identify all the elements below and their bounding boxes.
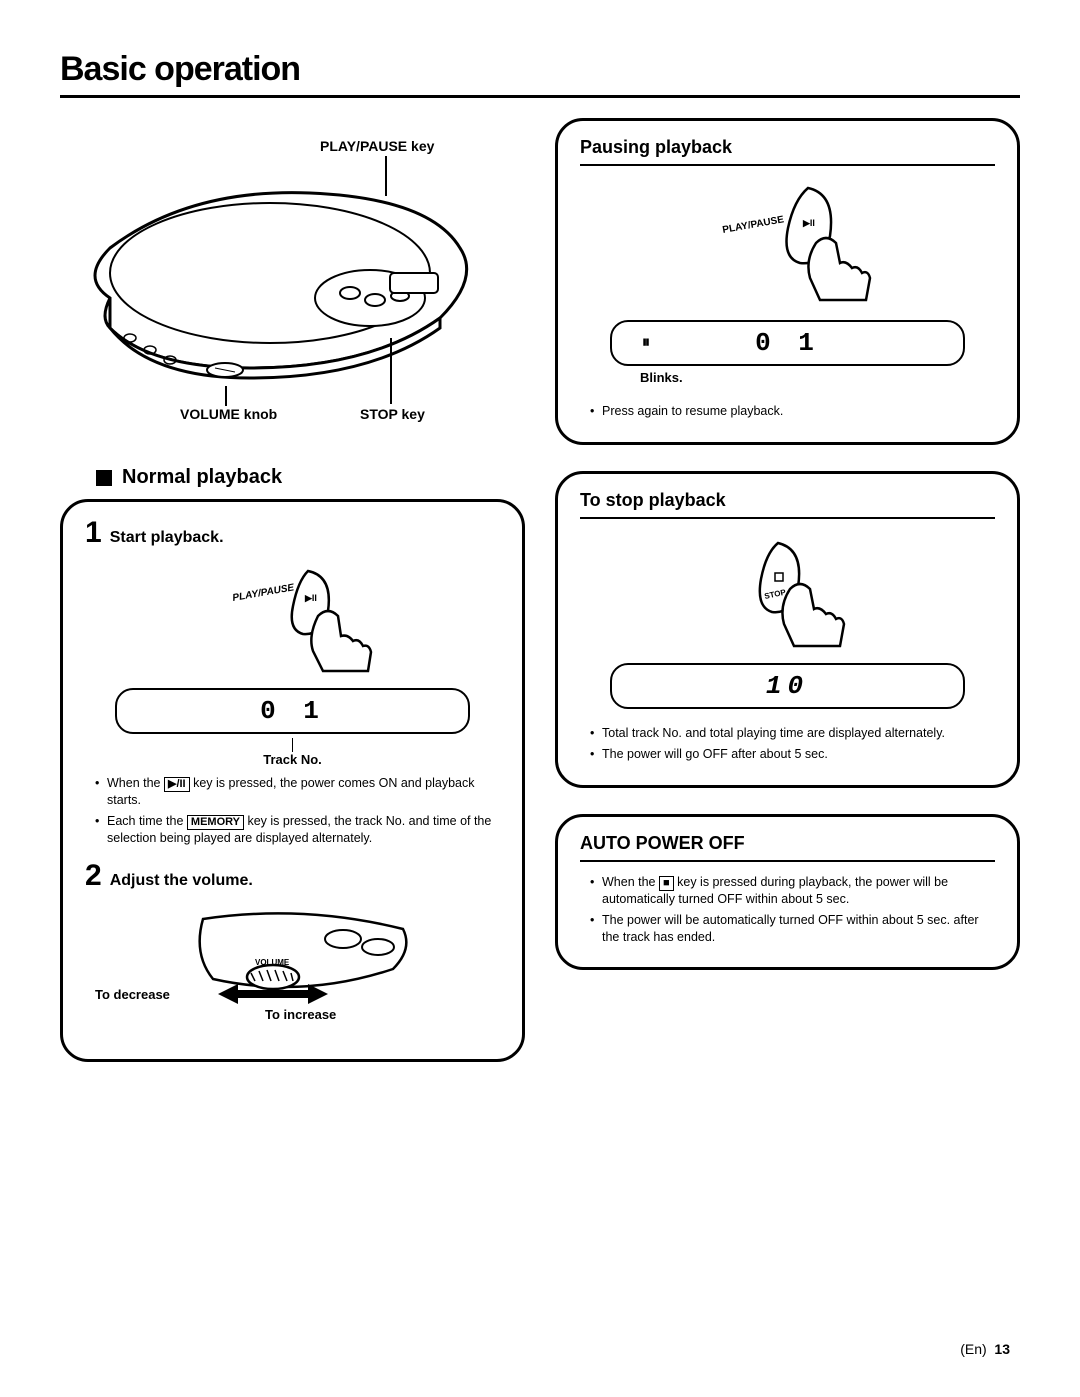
step-2-illustration: VOLUME To decrease To increase	[85, 899, 500, 1029]
stop-illustration: STOP	[580, 531, 995, 651]
pausing-playback-panel: Pausing playback PLAY/PAUSE ▶II ⏸ 0 1 Bl…	[555, 118, 1020, 445]
auto-off-bullets: When the ■ key is pressed during playbac…	[580, 874, 995, 946]
svg-text:PLAY/PAUSE: PLAY/PAUSE	[721, 214, 785, 236]
auto-off-title: AUTO POWER OFF	[580, 833, 995, 862]
stop-bullets: Total track No. and total playing time a…	[580, 725, 995, 763]
pausing-title: Pausing playback	[580, 137, 995, 166]
step-1-display-value: 0 1	[260, 696, 325, 726]
normal-playback-panel: 1 Start playback. PLAY/PAUSE ▶II 0 1	[60, 499, 525, 1062]
label-play-pause-key: PLAY/PAUSE key	[320, 138, 434, 154]
normal-playback-title: Normal playback	[122, 466, 282, 489]
page-footer: (En) 13	[960, 1341, 1010, 1357]
auto-off-bullet-2: The power will be automatically turned O…	[590, 912, 995, 946]
finger-press-pause-icon: PLAY/PAUSE ▶II	[688, 178, 888, 308]
callout-line-volume	[225, 386, 227, 406]
finger-press-play-icon: PLAY/PAUSE ▶II	[193, 556, 393, 676]
stop-title: To stop playback	[580, 490, 995, 519]
left-column: PLAY/PAUSE key	[60, 118, 525, 1088]
svg-text:▶II: ▶II	[802, 218, 815, 228]
step-1-bullets: When the ▶/II key is pressed, the power …	[85, 775, 500, 847]
tick-line	[292, 738, 294, 752]
pausing-bullet-1: Press again to resume playback.	[590, 403, 995, 420]
auto-power-off-panel: AUTO POWER OFF When the ■ key is pressed…	[555, 814, 1020, 971]
svg-text:▶II: ▶II	[304, 593, 317, 603]
stop-keycap: ■	[659, 876, 674, 891]
cd-player-icon	[70, 178, 490, 418]
play-pause-button-label: PLAY/PAUSE	[231, 582, 295, 604]
stop-display: 10	[610, 663, 965, 709]
volume-decrease-label: To decrease	[95, 987, 170, 1002]
callout-line-stop	[390, 338, 392, 404]
step-1-bullet-2: Each time the MEMORY key is pressed, the…	[95, 813, 500, 847]
label-volume-knob: VOLUME knob	[180, 406, 277, 422]
device-illustration: PLAY/PAUSE key	[60, 138, 525, 448]
pausing-display: ⏸ 0 1	[610, 320, 965, 366]
normal-playback-header: Normal playback	[96, 466, 525, 489]
label-stop-key: STOP key	[360, 406, 425, 422]
step-1-row: 1 Start playback.	[85, 518, 500, 548]
step-1-bullet-1: When the ▶/II key is pressed, the power …	[95, 775, 500, 809]
square-bullet-icon	[96, 470, 112, 486]
volume-knob-icon: VOLUME	[143, 899, 443, 1019]
step-1-illustration: PLAY/PAUSE ▶II	[85, 556, 500, 676]
step-1-display-sub: Track No.	[85, 752, 500, 767]
stop-bullet-1: Total track No. and total playing time a…	[590, 725, 995, 742]
volume-increase-label: To increase	[265, 1007, 336, 1022]
stop-bullet-2: The power will go OFF after about 5 sec.	[590, 746, 995, 763]
footer-page-number: 13	[994, 1341, 1010, 1357]
pause-blink-icon: ⏸	[642, 334, 656, 352]
auto-off-bullet-1: When the ■ key is pressed during playbac…	[590, 874, 995, 908]
memory-keycap: MEMORY	[187, 815, 244, 830]
page-title: Basic operation	[60, 50, 1020, 98]
right-column: Pausing playback PLAY/PAUSE ▶II ⏸ 0 1 Bl…	[555, 118, 1020, 1088]
step-2-number: 2	[85, 861, 102, 891]
step-2-title: Adjust the volume.	[110, 872, 253, 890]
step-1-number: 1	[85, 518, 102, 548]
content-columns: PLAY/PAUSE key	[60, 118, 1020, 1088]
pausing-display-sub: Blinks.	[640, 370, 995, 385]
footer-lang: (En)	[960, 1341, 986, 1357]
play-pause-keycap: ▶/II	[164, 777, 190, 792]
pausing-display-value: 0 1	[755, 328, 820, 358]
finger-press-stop-icon: STOP	[698, 531, 878, 651]
pausing-bullets: Press again to resume playback.	[580, 403, 995, 420]
svg-text:VOLUME: VOLUME	[255, 958, 290, 967]
stop-display-value: 10	[766, 671, 809, 701]
step-1-display: 0 1	[115, 688, 470, 734]
pausing-illustration: PLAY/PAUSE ▶II	[580, 178, 995, 308]
stop-playback-panel: To stop playback STOP 10 Total track No.…	[555, 471, 1020, 788]
step-1-title: Start playback.	[110, 529, 224, 547]
step-2-row: 2 Adjust the volume.	[85, 861, 500, 891]
